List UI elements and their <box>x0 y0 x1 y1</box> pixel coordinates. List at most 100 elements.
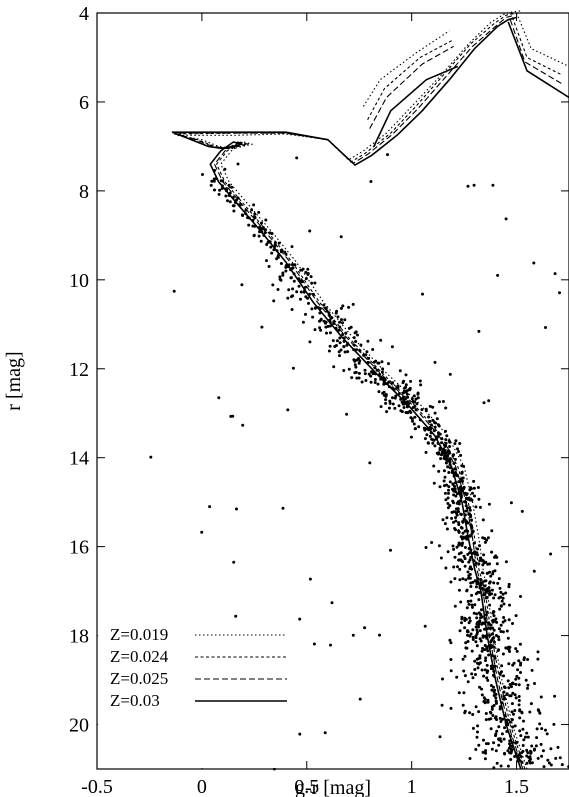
star-point <box>511 691 515 695</box>
star-point <box>376 382 380 386</box>
star-point <box>485 671 489 674</box>
isochrone-4-main <box>171 16 522 770</box>
plot-frame <box>96 12 569 770</box>
star-point <box>510 748 514 752</box>
star-point <box>289 276 293 280</box>
star-point <box>335 339 339 343</box>
star-point <box>470 593 474 597</box>
star-point <box>301 320 305 324</box>
star-point <box>304 270 308 274</box>
star-point <box>466 552 470 556</box>
star-point <box>496 581 500 585</box>
star-point <box>416 391 420 395</box>
star-point <box>448 372 452 376</box>
star-point <box>309 275 313 279</box>
star-point <box>520 509 524 513</box>
star-point <box>409 379 413 383</box>
star-point <box>479 639 483 643</box>
star-point <box>475 628 479 632</box>
star-point <box>530 744 534 748</box>
star-point <box>410 417 414 421</box>
star-point <box>511 622 514 625</box>
star-point <box>368 461 372 465</box>
star-point <box>424 546 428 549</box>
star-point <box>378 633 381 637</box>
star-point <box>410 397 414 401</box>
star-point <box>393 396 397 400</box>
star-point <box>295 290 299 294</box>
star-point <box>307 301 310 305</box>
star-point <box>439 453 443 457</box>
star-point <box>493 656 497 660</box>
star-point <box>440 703 444 707</box>
star-point <box>465 606 469 610</box>
star-point <box>356 333 359 337</box>
star-point <box>549 747 553 751</box>
star-point <box>463 557 467 561</box>
star-point <box>449 706 453 710</box>
y-tick-label: 18 <box>69 626 89 648</box>
star-point <box>479 613 483 617</box>
star-point <box>468 558 472 562</box>
star-point <box>430 541 434 544</box>
star-point <box>468 616 472 620</box>
star-point <box>453 577 457 581</box>
star-point <box>355 358 359 362</box>
star-point <box>460 478 464 482</box>
star-point <box>353 331 357 335</box>
star-point <box>473 603 477 607</box>
star-point <box>475 735 479 739</box>
star-point <box>489 574 493 578</box>
x-tick-label: 1.5 <box>504 776 529 797</box>
star-point <box>448 480 452 484</box>
star-point <box>525 761 529 765</box>
star-point <box>443 491 447 495</box>
star-point <box>468 711 472 715</box>
star-point <box>473 659 477 663</box>
star-point <box>444 566 448 570</box>
star-point <box>477 710 481 714</box>
star-point <box>449 669 453 673</box>
star-point <box>544 728 547 732</box>
star-point <box>480 649 484 653</box>
star-point <box>428 434 432 438</box>
star-point <box>503 686 507 690</box>
star-point <box>457 450 461 453</box>
star-point <box>558 291 561 295</box>
x-tick-label: -0.5 <box>81 776 113 797</box>
star-point <box>419 383 423 387</box>
star-point <box>467 602 471 606</box>
star-point <box>267 265 271 268</box>
star-point <box>501 596 505 600</box>
y-tick-label: 14 <box>69 448 89 470</box>
star-point <box>493 593 497 597</box>
star-point <box>456 492 459 496</box>
star-point <box>430 437 434 441</box>
star-point <box>463 674 467 678</box>
star-point <box>334 311 338 315</box>
star-point <box>518 716 522 720</box>
star-point <box>492 690 496 694</box>
star-point <box>484 659 487 662</box>
star-point <box>352 358 356 362</box>
star-point <box>502 674 505 678</box>
y-tick-label: 12 <box>69 359 89 381</box>
star-point <box>549 763 553 767</box>
star-point <box>295 156 299 160</box>
star-point <box>478 656 482 660</box>
star-point <box>519 663 522 667</box>
star-point <box>503 619 507 623</box>
star-point <box>373 378 377 381</box>
star-point <box>488 591 491 595</box>
star-point <box>469 585 473 588</box>
isochrone-1-clump <box>362 30 450 107</box>
star-point <box>500 732 504 736</box>
star-point <box>532 261 536 265</box>
star-point <box>443 475 447 479</box>
star-point <box>457 588 461 592</box>
star-point <box>454 439 458 443</box>
y-tick-label: 4 <box>79 3 89 25</box>
star-point <box>505 629 509 633</box>
star-point <box>471 638 475 641</box>
star-point <box>519 595 522 598</box>
